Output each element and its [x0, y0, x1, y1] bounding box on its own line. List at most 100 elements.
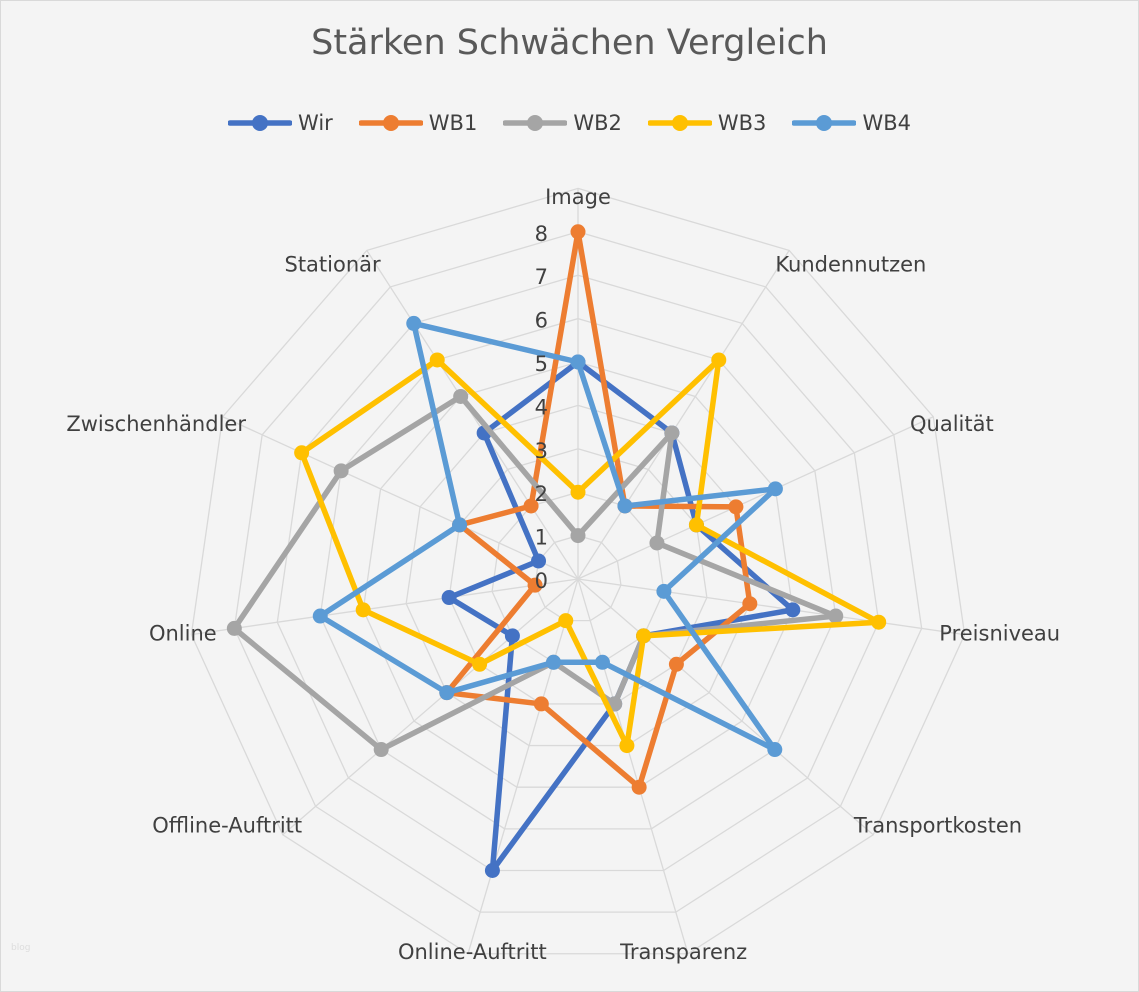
data-point-wb1: [742, 596, 758, 612]
data-point-wb3: [570, 484, 586, 500]
grid-spoke: [467, 578, 579, 954]
data-point-wb2: [373, 742, 389, 758]
data-point-wb2: [828, 608, 844, 624]
data-point-wb3: [355, 602, 371, 618]
legend: Wir WB1 WB2 WB3 WB4: [1, 111, 1138, 135]
legend-item-wb4: WB4: [792, 111, 911, 135]
grid-spoke: [366, 250, 579, 580]
data-point-wb2: [333, 463, 349, 479]
data-point-wb4: [617, 498, 633, 514]
grid-ring: [190, 187, 966, 955]
axis-tick-label: 4: [535, 395, 548, 419]
axis-tick-label: 6: [535, 309, 548, 333]
axis-tick-label: 0: [535, 569, 548, 593]
grid-ring: [319, 317, 837, 830]
legend-label: WB2: [573, 111, 622, 135]
axis-tick-label: 5: [535, 352, 548, 376]
legend-marker-icon: [503, 115, 568, 131]
legend-marker-icon: [358, 115, 423, 131]
data-point-wir: [441, 590, 457, 606]
grid-spoke: [577, 250, 790, 580]
category-label: Online-Auftritt: [398, 940, 547, 964]
data-point-wb2: [226, 620, 242, 636]
grid-ring: [276, 274, 880, 872]
legend-item-wb2: WB2: [503, 111, 622, 135]
data-point-wb1: [668, 656, 684, 672]
data-point-wir: [504, 628, 520, 644]
data-point-wb1: [631, 779, 647, 795]
data-point-wb4: [767, 742, 783, 758]
data-point-wb3: [688, 517, 704, 533]
data-point-wb3: [619, 738, 635, 754]
data-point-wb2: [664, 425, 680, 441]
legend-marker-icon: [228, 115, 293, 131]
data-point-wb3: [429, 352, 445, 368]
legend-label: WB3: [717, 111, 767, 135]
grid-spoke: [577, 578, 874, 836]
axis-tick-label: 7: [535, 265, 548, 289]
data-point-wb1: [527, 577, 543, 593]
axis-tick-label: 8: [535, 222, 548, 246]
data-point-wb1: [570, 224, 586, 240]
series-line-wir: [446, 359, 796, 874]
watermark: blog: [11, 943, 31, 953]
grid-ring: [448, 448, 708, 705]
data-point-wb3: [636, 628, 652, 644]
series-line-wb2: [231, 393, 839, 753]
data-point-wb2: [570, 528, 586, 544]
grid-spoke: [577, 578, 965, 636]
category-label: Offline-Auftritt: [152, 814, 302, 838]
data-point-wb3: [294, 445, 310, 461]
data-point-wb4: [570, 354, 586, 370]
data-point-wb4: [439, 685, 455, 701]
grid-spoke: [191, 578, 579, 636]
legend-item-wb1: WB1: [358, 111, 478, 135]
category-label: Transportkosten: [853, 814, 1022, 838]
category-label: Online: [149, 621, 217, 645]
grid-spoke: [577, 416, 934, 580]
grid-ring: [362, 361, 794, 788]
axis-tick-label: 3: [535, 439, 548, 463]
legend-label: Wir: [298, 111, 333, 135]
grid-ring: [233, 231, 923, 913]
category-label: Kundennutzen: [775, 253, 926, 277]
data-point-wir: [484, 862, 500, 878]
axis-tick-label: 1: [535, 526, 548, 550]
legend-label: WB1: [428, 111, 478, 135]
category-label: Stationär: [284, 253, 381, 277]
data-point-wb3: [711, 352, 727, 368]
data-point-wb4: [594, 654, 610, 670]
data-point-wir: [531, 553, 547, 569]
data-point-wb1: [533, 696, 549, 712]
data-point-wb2: [649, 535, 665, 551]
category-label: Qualität: [910, 412, 994, 436]
data-point-wb2: [453, 388, 469, 404]
data-point-wb1: [523, 498, 539, 514]
category-label: Zwischenhändler: [66, 412, 246, 436]
data-point-wir: [785, 602, 801, 618]
data-point-wb4: [406, 315, 422, 331]
category-label: Transparenz: [619, 940, 747, 964]
data-point-wb3: [871, 614, 887, 630]
category-label: Image: [545, 185, 611, 209]
chart-title: Stärken Schwächen Vergleich: [311, 23, 828, 63]
grid-spoke: [577, 578, 689, 954]
data-point-wb3: [558, 613, 574, 629]
axis-tick-label: 2: [535, 482, 548, 506]
data-point-wb4: [656, 583, 672, 599]
legend-marker-icon: [792, 115, 857, 131]
data-point-wb3: [472, 656, 488, 672]
series-line-wb1: [444, 229, 753, 790]
legend-marker-icon: [647, 115, 712, 131]
data-point-wb4: [546, 654, 562, 670]
grid-spoke: [222, 416, 579, 580]
category-label: Preisniveau: [939, 621, 1060, 645]
data-point-wb4: [452, 517, 468, 533]
data-point-wb4: [767, 481, 783, 497]
data-point-wb4: [312, 608, 328, 624]
data-point-wb1: [728, 499, 744, 515]
series-line-wb4: [317, 320, 779, 753]
legend-item-wb3: WB3: [647, 111, 767, 135]
